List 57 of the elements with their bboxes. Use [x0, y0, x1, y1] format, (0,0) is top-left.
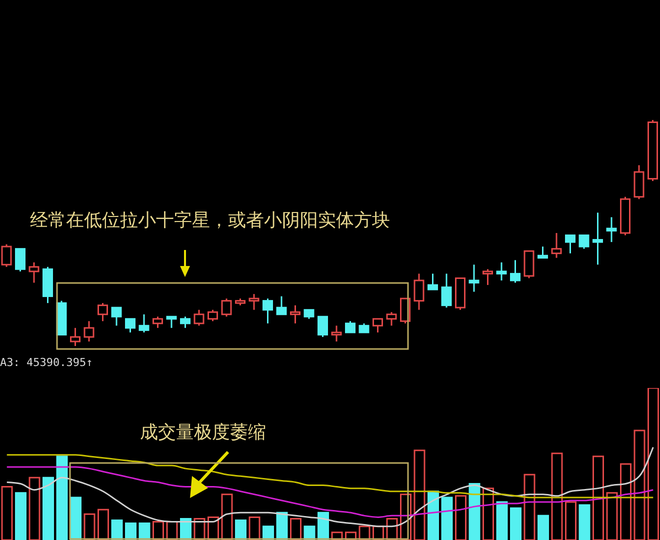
- candlestick: [345, 320, 356, 334]
- candlestick: [331, 324, 342, 342]
- candlestick: [276, 296, 287, 316]
- candlestick: [592, 212, 603, 266]
- candlestick: [510, 259, 520, 284]
- candlestick: [441, 272, 452, 308]
- bar: [496, 501, 508, 540]
- bar: [538, 514, 549, 540]
- candlestick: [98, 302, 108, 322]
- candlestick: [152, 316, 163, 329]
- bar: [428, 490, 439, 540]
- candlestick: [565, 234, 576, 254]
- candlestick: [538, 246, 548, 259]
- candlestick: [304, 309, 314, 320]
- candlestick: [551, 232, 562, 259]
- bar: [42, 476, 54, 540]
- bar: [56, 456, 68, 540]
- candlestick: [414, 272, 424, 311]
- bar: [578, 504, 590, 540]
- candlestick: [496, 262, 507, 282]
- candlestick: [166, 316, 177, 329]
- bar: [125, 522, 136, 540]
- candlestick: [262, 298, 273, 324]
- candlestick: [125, 318, 136, 334]
- candlestick: [28, 262, 40, 284]
- bar: [235, 519, 246, 540]
- text: A3: 45390.395↑: [0, 356, 93, 369]
- bar: [510, 507, 522, 540]
- candlestick: [578, 234, 590, 250]
- bar: [138, 522, 150, 540]
- candlestick: [221, 298, 232, 318]
- candlestick: [194, 309, 204, 326]
- candlestick: [180, 316, 190, 329]
- candlestick: [372, 318, 383, 334]
- candlestick: [428, 272, 438, 290]
- bar: [111, 519, 123, 540]
- candlestick: [358, 322, 370, 334]
- candlestick: [138, 314, 150, 334]
- annotation: 经常在低位拉小十字星，或者小阴阳实体方块: [30, 209, 390, 232]
- bar: [318, 512, 329, 540]
- candlestick: [15, 248, 26, 272]
- candlestick: [386, 311, 397, 326]
- candlestick: [290, 304, 300, 324]
- candlestick: [111, 306, 122, 326]
- candlestick: [84, 320, 94, 342]
- candlestick: [318, 316, 328, 338]
- candlestick: [606, 216, 617, 243]
- candlestick: [70, 327, 80, 346]
- candlestick: [482, 268, 493, 286]
- annotation: 成交量极度萎缩: [140, 421, 266, 444]
- candlestick: [208, 309, 218, 322]
- bar: [468, 483, 480, 540]
- candlestick: [248, 293, 260, 311]
- candlestick: [468, 264, 480, 293]
- bar: [441, 496, 453, 540]
- bar: [276, 512, 288, 540]
- bar: [15, 492, 26, 540]
